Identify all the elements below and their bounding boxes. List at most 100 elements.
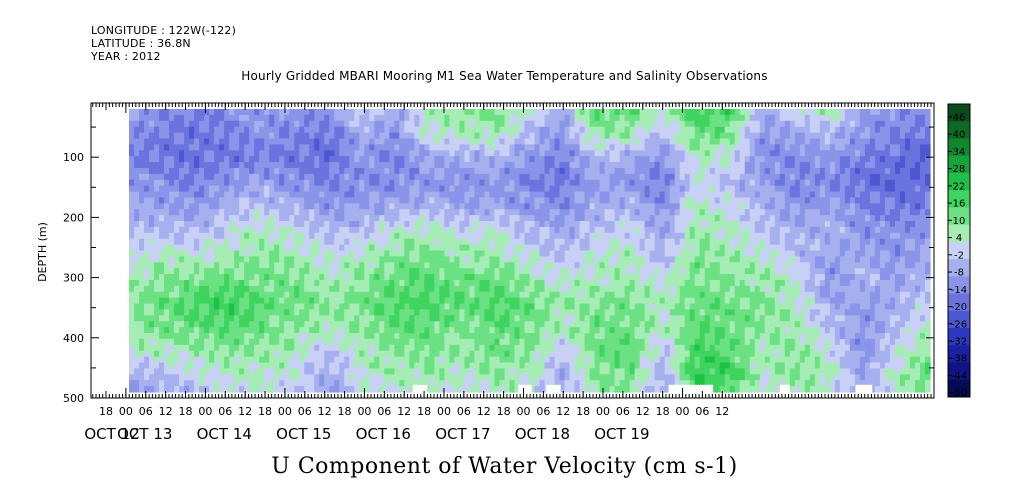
heatmap-cell (624, 132, 631, 140)
heatmap-cell (644, 244, 651, 252)
heatmap-cell (189, 209, 195, 216)
heatmap-cell (254, 197, 260, 204)
heatmap-cell (459, 327, 466, 334)
heatmap-cell (239, 309, 245, 316)
heatmap-cell (479, 309, 486, 316)
heatmap-cell (429, 350, 435, 358)
heatmap-cell (189, 191, 195, 199)
heatmap-cell (319, 274, 325, 281)
heatmap-cell (264, 374, 270, 381)
heatmap-cell (209, 262, 215, 269)
heatmap-cell (504, 333, 511, 340)
heatmap-cell (344, 285, 350, 293)
heatmap-cell (294, 203, 300, 210)
heatmap-cell (364, 162, 370, 169)
heatmap-cell (454, 203, 461, 210)
heatmap-cell (269, 144, 275, 151)
heatmap-cell (229, 191, 235, 199)
heatmap-cell (599, 386, 606, 393)
heatmap-cell (209, 232, 215, 240)
heatmap-cell (499, 132, 506, 140)
heatmap-cell (184, 250, 190, 257)
heatmap-cell (414, 238, 420, 246)
heatmap-cell (249, 250, 255, 257)
heatmap-cell (159, 197, 165, 204)
heatmap-cell (169, 327, 175, 334)
heatmap-cell (419, 156, 425, 163)
heatmap-cell (484, 327, 491, 334)
heatmap-cell (419, 268, 425, 275)
heatmap-cell (219, 167, 225, 175)
heatmap-cell (644, 274, 651, 281)
heatmap-cell (169, 238, 175, 246)
heatmap-cell (519, 350, 526, 358)
heatmap-cell (434, 197, 440, 204)
heatmap-cell (224, 215, 230, 222)
heatmap-cell (374, 327, 380, 334)
heatmap-cell (399, 179, 405, 187)
heatmap-cell (419, 209, 425, 216)
heatmap-cell (449, 268, 456, 275)
heatmap-cell (509, 156, 516, 163)
heatmap-cell (299, 274, 305, 281)
heatmap-cell (604, 144, 611, 151)
heatmap-cell (314, 191, 320, 199)
heatmap-cell (154, 185, 160, 193)
heatmap-cell (519, 297, 526, 305)
heatmap-cell (584, 279, 591, 287)
heatmap-cell (524, 333, 531, 340)
heatmap-cell (489, 114, 496, 122)
heatmap-cell (339, 109, 345, 116)
heatmap-cell (559, 162, 566, 169)
heatmap-cell (514, 368, 521, 375)
heatmap-cell (409, 167, 415, 175)
heatmap-cell (389, 274, 395, 281)
heatmap-cell (404, 156, 410, 163)
heatmap-cell (454, 179, 461, 187)
heatmap-cell (479, 250, 486, 257)
heatmap-cell (594, 215, 601, 222)
heatmap-cell (319, 362, 325, 369)
heatmap-cell (224, 285, 230, 293)
heatmap-cell (449, 238, 456, 246)
heatmap-cell (254, 333, 260, 340)
heatmap-cell (564, 238, 571, 246)
heatmap-cell (314, 150, 320, 157)
heatmap-cell (394, 132, 400, 140)
heatmap-cell (549, 297, 556, 305)
heatmap-cell (559, 368, 566, 375)
heatmap-cell (484, 156, 491, 163)
heatmap-cell (499, 279, 506, 287)
heatmap-cell (414, 132, 420, 140)
heatmap-cell (644, 144, 651, 151)
heatmap-cell (214, 162, 220, 169)
heatmap-cell (354, 356, 360, 364)
heatmap-cell (519, 356, 526, 364)
heatmap-cell (404, 315, 410, 322)
heatmap-cell (434, 221, 440, 228)
heatmap-cell (179, 238, 185, 246)
heatmap-cell (134, 138, 140, 145)
heatmap-cell (589, 333, 596, 340)
heatmap-cell (569, 309, 576, 316)
heatmap-cell (569, 209, 576, 216)
heatmap-cell (544, 221, 551, 228)
heatmap-cell (229, 262, 235, 269)
heatmap-cell (189, 238, 195, 246)
heatmap-cell (169, 338, 175, 346)
heatmap-cell (214, 167, 220, 175)
heatmap-cell (479, 350, 486, 358)
heatmap-cell (189, 150, 195, 157)
heatmap-cell (624, 327, 631, 334)
heatmap-cell (509, 132, 516, 140)
heatmap-cell (299, 144, 305, 151)
heatmap-cell (449, 279, 456, 287)
heatmap-cell (139, 303, 145, 311)
heatmap-cell (324, 350, 330, 358)
heatmap-cell (334, 179, 340, 187)
heatmap-cell (454, 327, 461, 334)
heatmap-cell (499, 203, 506, 210)
heatmap-cell (539, 285, 546, 293)
heatmap-cell (194, 274, 200, 281)
heatmap-cell (184, 380, 190, 387)
